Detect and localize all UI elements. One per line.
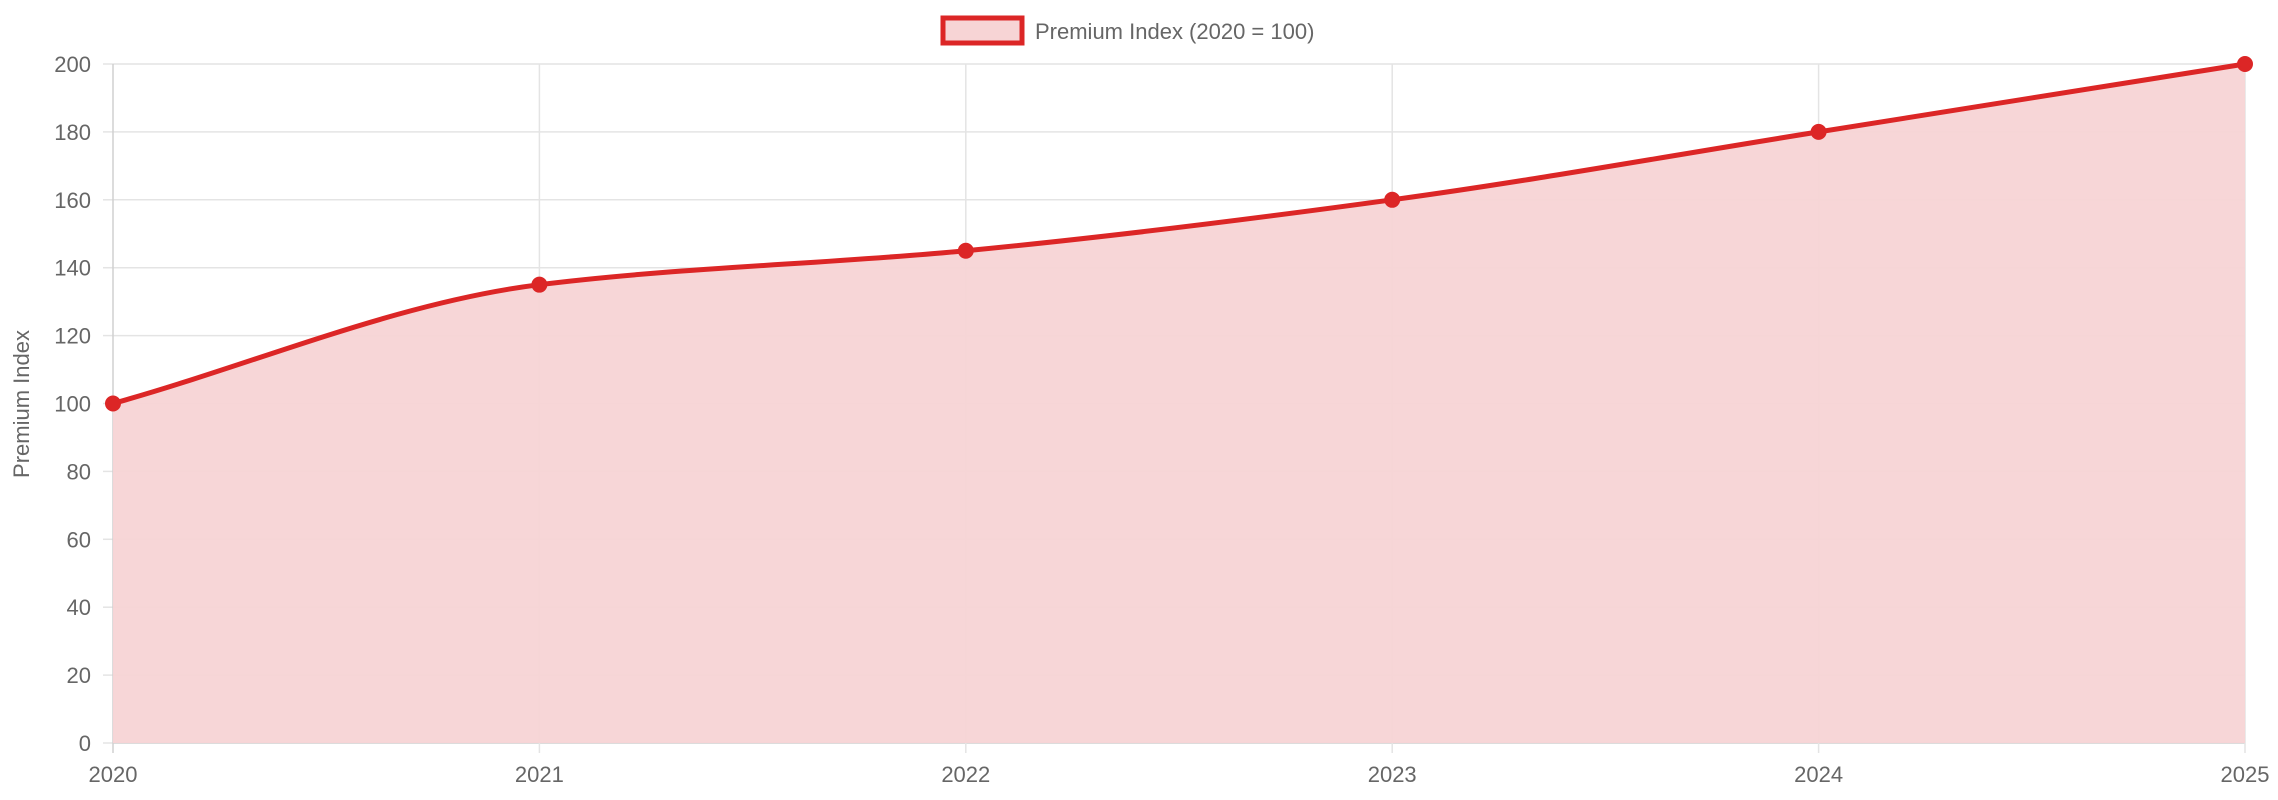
legend-swatch (940, 15, 1025, 46)
x-axis-ticks: 2020 2021 2022 2023 2024 2025 (89, 762, 2270, 787)
y-tick-label: 60 (67, 527, 91, 552)
y-tick-label: 0 (79, 731, 91, 756)
x-tick-label: 2023 (1368, 762, 1417, 787)
y-tick-label: 120 (54, 324, 91, 349)
data-point-2022[interactable] (957, 242, 974, 259)
area-fill-layer (113, 64, 2245, 743)
legend-label: Premium Index (2020 = 100) (1035, 19, 1314, 44)
data-points-layer (105, 56, 2253, 412)
y-tick-label: 20 (67, 663, 91, 688)
y-tick-label: 140 (54, 256, 91, 281)
series-line (110, 61, 2248, 406)
y-tick-label: 40 (67, 595, 91, 620)
data-point-2023[interactable] (1384, 191, 1401, 208)
data-point-2024[interactable] (1810, 123, 1827, 140)
y-axis-ticks: 0 20 40 60 80 100 120 140 160 180 200 (54, 52, 91, 756)
data-point-2020[interactable] (105, 395, 121, 412)
y-tick-label: 180 (54, 120, 91, 145)
y-tick-label: 100 (54, 392, 91, 417)
series-line-layer (110, 61, 2248, 406)
y-tick-label: 160 (54, 188, 91, 213)
x-tick-label: 2024 (1794, 762, 1843, 787)
x-tick-label: 2021 (515, 762, 564, 787)
series-area (113, 64, 2245, 743)
data-point-2021[interactable] (531, 276, 548, 293)
x-tick-label: 2022 (941, 762, 990, 787)
y-tick-label: 80 (67, 459, 91, 484)
y-tick-label: 200 (54, 52, 91, 77)
legend[interactable]: Premium Index (2020 = 100) (940, 15, 1314, 46)
x-tick-label: 2025 (2221, 762, 2270, 787)
data-point-2025[interactable] (2237, 56, 2253, 72)
x-tick-label: 2020 (89, 762, 138, 787)
y-axis-title: Premium Index (9, 330, 34, 478)
